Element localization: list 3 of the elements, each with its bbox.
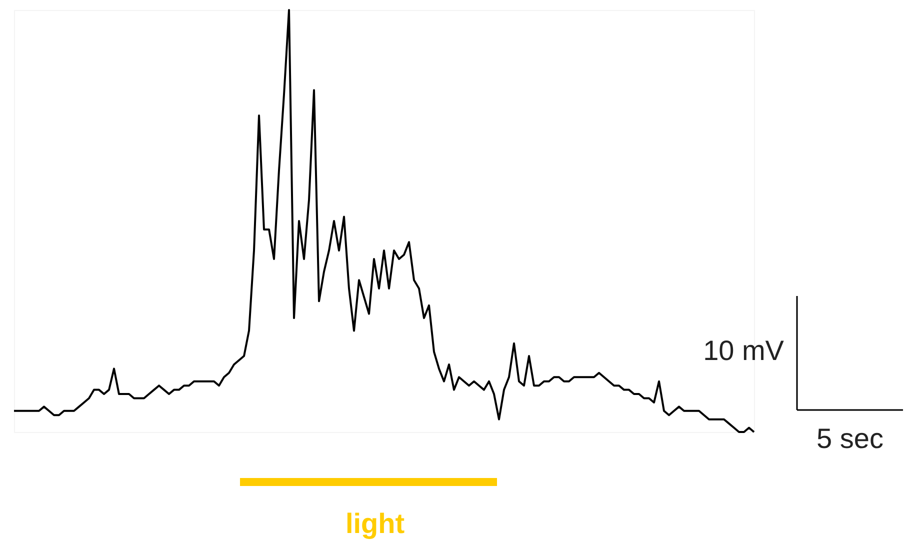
text: 5 sec <box>816 423 884 454</box>
text: light <box>345 508 405 539</box>
annotation: 10 mV <box>703 335 784 366</box>
